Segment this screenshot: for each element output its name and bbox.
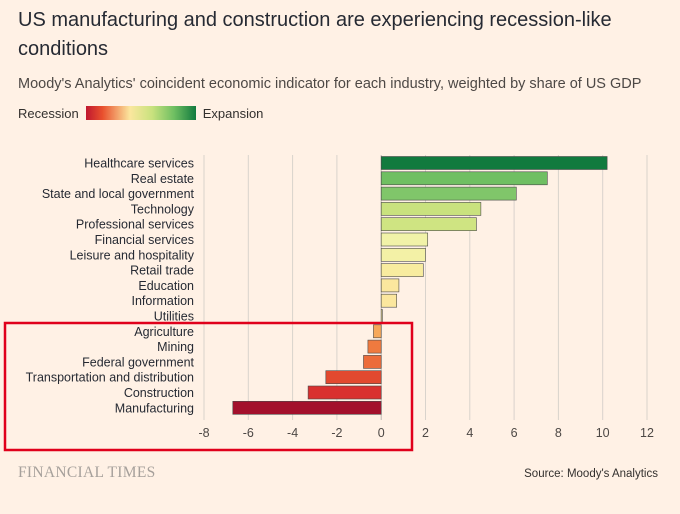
bar [380, 278, 400, 293]
legend-gradient-bar [85, 106, 196, 120]
x-tick-label: -2 [331, 426, 342, 440]
legend-recession-label: Recession [18, 105, 79, 121]
x-tick-label: 12 [640, 426, 654, 440]
bar [380, 293, 398, 308]
category-label: Healthcare services [84, 157, 194, 171]
bar [380, 202, 482, 216]
x-tick-label: 4 [466, 426, 473, 440]
category-label: Agriculture [134, 325, 194, 339]
category-label: Utilities [154, 310, 194, 324]
bar [307, 385, 382, 400]
category-label: Federal government [82, 355, 194, 369]
bar [380, 156, 608, 170]
x-tick-label: 6 [511, 426, 518, 440]
color-legend: Recession Expansion [18, 104, 263, 122]
category-label: Education [138, 279, 194, 293]
highlight-box [3, 321, 414, 452]
category-label: Mining [157, 340, 194, 354]
bar [380, 171, 548, 186]
category-label: Retail trade [130, 264, 194, 278]
category-label: Transportation and distribution [26, 371, 194, 385]
bar [232, 400, 382, 415]
bar [380, 263, 424, 277]
x-tick-label: 10 [596, 426, 610, 440]
chart-subtitle: Moody's Analytics' coincident economic i… [18, 76, 642, 92]
bar [367, 339, 382, 354]
x-tick-label: 8 [555, 426, 562, 440]
x-tick-label: 0 [378, 426, 385, 440]
bar [363, 355, 382, 369]
bar [380, 232, 429, 247]
bar-chart: -8 -6 -4 -2 0 2 4 6 8 10 12 Healthcare servicesReal… [3, 155, 654, 452]
category-label: Technology [131, 202, 195, 216]
bar [380, 309, 383, 323]
bar [380, 186, 517, 201]
bar [380, 217, 477, 231]
category-label: Professional services [76, 218, 194, 232]
x-tick-label: 2 [422, 426, 429, 440]
category-label: Financial services [95, 233, 194, 247]
category-label: State and local government [42, 187, 195, 201]
chart-title: US manufacturing and construction are ex… [18, 9, 612, 60]
bar [380, 248, 426, 262]
x-tick-label: -4 [287, 426, 298, 440]
bar [325, 370, 382, 385]
bar [373, 324, 382, 339]
category-label: Information [131, 294, 194, 308]
category-label: Manufacturing [115, 401, 194, 415]
category-label: Real estate [131, 172, 194, 186]
x-tick-label: -6 [243, 426, 254, 440]
ft-logo: FINANCIAL TIMES [18, 464, 156, 481]
category-label: Leisure and hospitality [70, 248, 195, 262]
x-tick-label: -8 [198, 426, 209, 440]
category-label: Construction [124, 386, 194, 400]
source-note: Source: Moody's Analytics [524, 468, 658, 480]
legend-expansion-label: Expansion [202, 105, 264, 121]
